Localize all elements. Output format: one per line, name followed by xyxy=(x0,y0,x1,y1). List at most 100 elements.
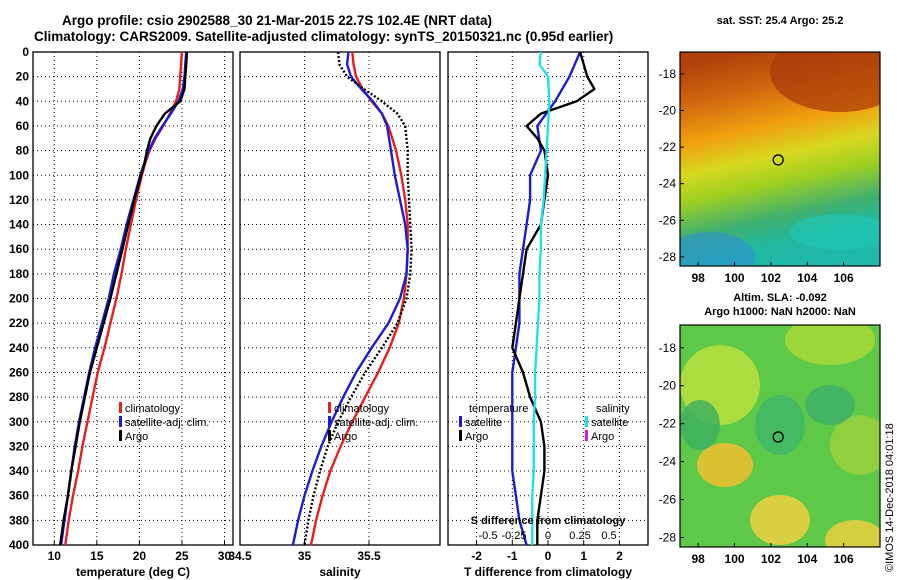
salinity-legend-label: satellite-adj. clim. xyxy=(334,417,418,429)
sla-lon-tick-label: 104 xyxy=(797,552,817,566)
sst-lon-tick-label: 98 xyxy=(692,271,706,285)
plot-title-line1: Argo profile: csio 2902588_30 21-Mar-201… xyxy=(62,13,492,28)
temperature-x-tick-label: 30 xyxy=(218,549,232,563)
sla-map-frame xyxy=(679,324,881,548)
sla-map-field xyxy=(680,325,880,547)
salinity-series-climatology xyxy=(309,51,409,546)
salinity-series-satellite-adj-clim- xyxy=(291,51,409,546)
sst-cool-patch xyxy=(790,214,880,250)
depth-tick-label: 140 xyxy=(9,218,29,232)
argo-position-marker xyxy=(772,431,784,443)
depth-tick-label: 260 xyxy=(9,365,29,379)
sla-anomaly-blob xyxy=(680,400,720,450)
difference-x-tick-label: 0 xyxy=(545,549,552,563)
salinity-series-argo xyxy=(303,51,413,546)
depth-tick-label: 400 xyxy=(9,538,29,552)
depth-tick-label: 120 xyxy=(9,193,29,207)
sla-lon-tick-label: 106 xyxy=(834,552,854,566)
plot-title-line2: Climatology: CARS2009. Satellite-adjuste… xyxy=(34,29,614,44)
difference-series-t-satellite xyxy=(511,51,582,546)
difference-s-tick-label: -0.5 xyxy=(479,530,498,542)
sst-warm-patch xyxy=(770,52,880,112)
salinity-x-tick-label: 34.5 xyxy=(228,549,252,563)
sst-lat-tick-label: -24 xyxy=(659,177,677,191)
salinity-legend-swatch xyxy=(328,402,331,413)
sla-lat-tick-label: -26 xyxy=(659,493,677,507)
sla-map-subtitle: Argo h1000: NaN h2000: NaN xyxy=(704,306,856,318)
depth-tick-label: 240 xyxy=(9,341,29,355)
salinity-axes-frame xyxy=(239,51,441,546)
depth-tick-label: 60 xyxy=(16,119,30,133)
temperature-x-axis-label: temperature (deg C) xyxy=(76,565,190,579)
sla-anomaly-blob xyxy=(755,395,805,455)
depth-tick-label: 280 xyxy=(9,390,29,404)
depth-tick-label: 340 xyxy=(9,464,29,478)
depth-tick-label: 180 xyxy=(9,267,29,281)
difference-x-tick-label: -2 xyxy=(471,549,482,563)
temperature-legend-swatch xyxy=(119,402,122,413)
sst-map-frame xyxy=(679,51,881,267)
difference-legend-label: Argo xyxy=(591,431,614,443)
temperature-legend-label: climatology xyxy=(125,403,181,415)
sla-lat-tick-label: -28 xyxy=(659,531,677,545)
sst-lat-tick-label: -28 xyxy=(659,250,677,264)
difference-legend-label: Argo xyxy=(465,431,488,443)
temperature-series-argo xyxy=(59,51,189,546)
salinity-legend-swatch xyxy=(328,430,331,441)
depth-tick-label: 200 xyxy=(9,292,29,306)
depth-tick-label: 320 xyxy=(9,439,29,453)
sla-anomaly-blob xyxy=(830,415,880,475)
temperature-x-tick-label: 10 xyxy=(48,549,62,563)
depth-tick-label: 380 xyxy=(9,513,29,527)
sst-lon-tick-label: 102 xyxy=(761,271,781,285)
sla-lat-tick-label: -18 xyxy=(659,341,677,355)
difference-legend-swatch xyxy=(585,430,588,441)
temperature-legend-swatch xyxy=(119,430,122,441)
sla-anomaly-blob xyxy=(750,495,810,545)
sla-lat-tick-label: -24 xyxy=(659,455,677,469)
temperature-series-satellite-adj-clim- xyxy=(59,51,188,546)
difference-legend-label: temperature xyxy=(469,403,528,415)
difference-legend-label: satellite xyxy=(465,417,502,429)
depth-tick-label: 220 xyxy=(9,316,29,330)
difference-x-axis-label: T difference from climatology xyxy=(464,565,632,579)
sst-lat-tick-label: -20 xyxy=(659,104,677,118)
difference-legend-label: satellite xyxy=(591,417,628,429)
temperature-x-tick-label: 25 xyxy=(175,549,189,563)
difference-legend-label: salinity xyxy=(596,403,630,415)
difference-x-tick-label: 2 xyxy=(616,549,623,563)
sst-lon-tick-label: 100 xyxy=(725,271,745,285)
depth-tick-label: 300 xyxy=(9,415,29,429)
sla-lon-tick-label: 100 xyxy=(725,552,745,566)
salinity-legend-label: Argo xyxy=(334,431,357,443)
temperature-axes-frame xyxy=(32,51,234,546)
salinity-x-tick-label: 35.5 xyxy=(357,549,381,563)
sst-lat-tick-label: -18 xyxy=(659,67,677,81)
difference-s-axis-label: S difference from climatology xyxy=(471,515,627,527)
difference-s-tick-label: 0.5 xyxy=(601,530,616,542)
depth-tick-label: 20 xyxy=(16,70,30,84)
sla-map-title: Altim. SLA: -0.092 xyxy=(733,292,827,304)
sst-cool-patch xyxy=(680,232,755,266)
sla-anomaly-blob xyxy=(697,443,753,487)
salinity-legend-label: climatology xyxy=(334,403,390,415)
difference-legend-swatch xyxy=(585,416,588,427)
sst-lat-tick-label: -22 xyxy=(659,140,677,154)
temperature-x-tick-label: 15 xyxy=(90,549,104,563)
depth-tick-label: 360 xyxy=(9,489,29,503)
depth-tick-label: 100 xyxy=(9,168,29,182)
sla-anomaly-blob xyxy=(825,520,880,547)
sla-anomaly-blob xyxy=(805,385,855,425)
difference-x-tick-label: -1 xyxy=(507,549,518,563)
sla-lon-tick-label: 102 xyxy=(761,552,781,566)
difference-s-tick-label: 0.25 xyxy=(569,530,590,542)
temperature-legend-label: Argo xyxy=(125,431,148,443)
difference-s-tick-label: 0 xyxy=(545,530,551,542)
sla-lat-tick-label: -22 xyxy=(659,417,677,431)
temperature-legend-swatch xyxy=(119,416,122,427)
salinity-x-axis-label: salinity xyxy=(319,565,361,579)
sla-anomaly-blob xyxy=(785,325,875,365)
imos-stamp: ©IMOS 14-Dec-2018 04:01:18 xyxy=(884,423,896,572)
depth-tick-label: 80 xyxy=(16,144,30,158)
